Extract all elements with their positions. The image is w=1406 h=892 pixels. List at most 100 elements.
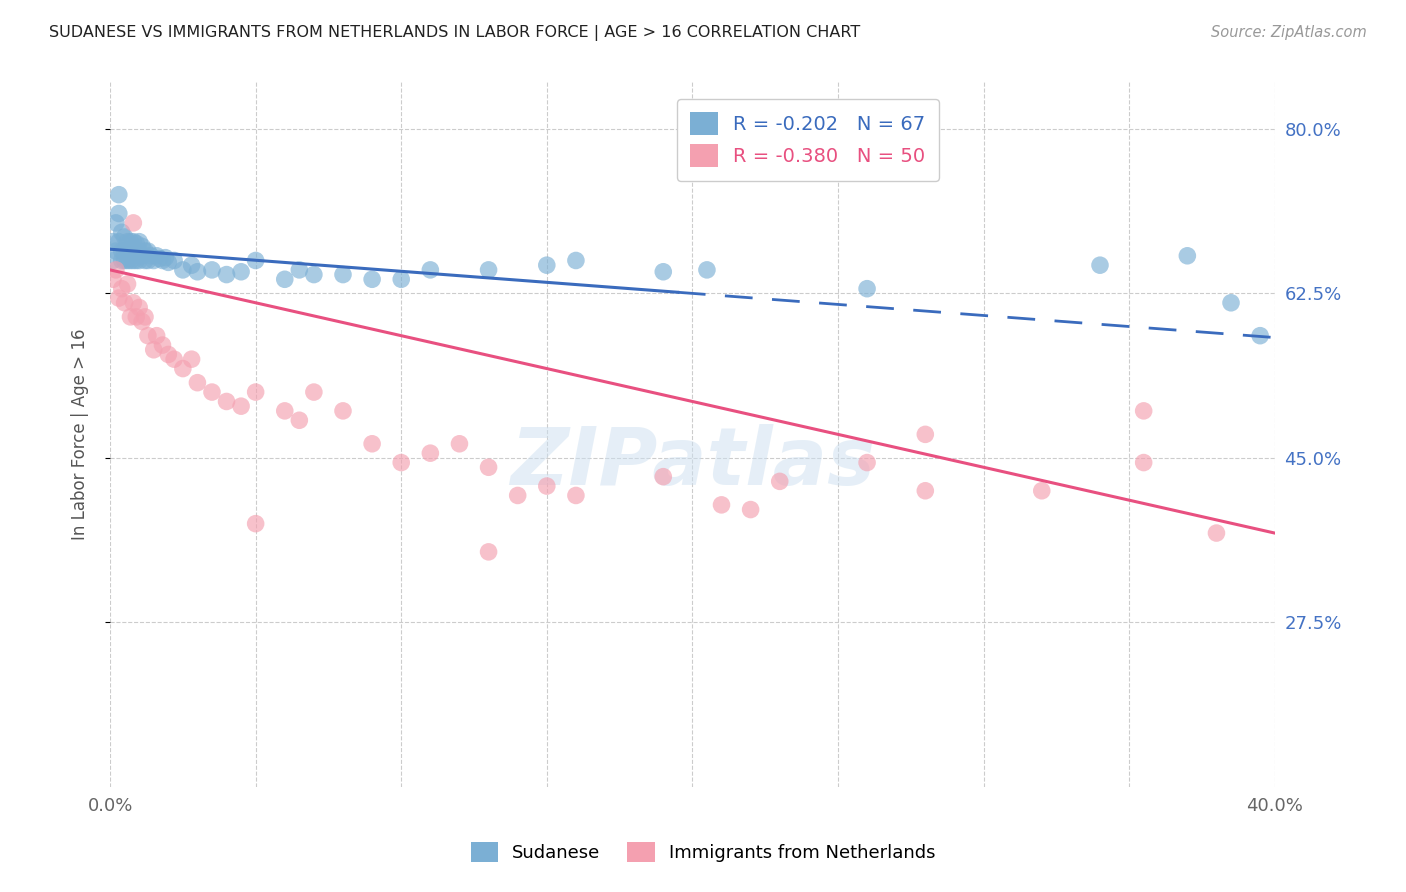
Point: [1031, 483, 1053, 498]
Point: [108, 235, 131, 249]
Point: [1088, 258, 1111, 272]
Point: [229, 265, 252, 279]
Point: [856, 282, 879, 296]
Point: [180, 258, 202, 272]
Point: [104, 216, 127, 230]
Text: SUDANESE VS IMMIGRANTS FROM NETHERLANDS IN LABOR FORCE | AGE > 16 CORRELATION CH: SUDANESE VS IMMIGRANTS FROM NETHERLANDS …: [49, 25, 860, 41]
Point: [449, 436, 471, 450]
Point: [122, 235, 145, 249]
Point: [229, 399, 252, 413]
Point: [134, 310, 156, 324]
Point: [120, 244, 142, 258]
Point: [111, 253, 134, 268]
Point: [914, 483, 936, 498]
Point: [114, 244, 136, 258]
Point: [163, 352, 186, 367]
Point: [114, 295, 136, 310]
Point: [122, 216, 145, 230]
Point: [302, 268, 325, 282]
Point: [419, 446, 441, 460]
Point: [302, 385, 325, 400]
Point: [122, 253, 145, 268]
Point: [1132, 404, 1154, 418]
Point: [134, 253, 156, 268]
Point: [120, 249, 142, 263]
Point: [125, 236, 148, 251]
Point: [131, 249, 153, 263]
Point: [104, 263, 127, 277]
Point: [117, 235, 139, 249]
Point: [288, 263, 311, 277]
Point: [201, 263, 224, 277]
Point: [122, 244, 145, 258]
Point: [163, 253, 186, 268]
Point: [1249, 328, 1271, 343]
Point: [1175, 249, 1198, 263]
Point: [389, 456, 412, 470]
Point: [856, 456, 879, 470]
Point: [152, 338, 174, 352]
Point: [142, 253, 165, 268]
Point: [157, 255, 180, 269]
Point: [128, 235, 150, 249]
Point: [652, 469, 675, 483]
Point: [134, 244, 156, 258]
Point: [131, 315, 153, 329]
Point: [565, 253, 588, 268]
Point: [536, 258, 558, 272]
Point: [332, 404, 354, 418]
Point: [111, 282, 134, 296]
Point: [139, 249, 162, 263]
Point: [506, 488, 529, 502]
Point: [122, 295, 145, 310]
Point: [128, 244, 150, 258]
Point: [710, 498, 733, 512]
Point: [172, 263, 194, 277]
Point: [111, 225, 134, 239]
Point: [104, 244, 127, 258]
Point: [389, 272, 412, 286]
Legend: Sudanese, Immigrants from Netherlands: Sudanese, Immigrants from Netherlands: [464, 834, 942, 870]
Point: [117, 244, 139, 258]
Point: [274, 404, 297, 418]
Point: [274, 272, 297, 286]
Point: [245, 253, 267, 268]
Point: [155, 251, 177, 265]
Point: [108, 291, 131, 305]
Point: [172, 361, 194, 376]
Point: [215, 268, 238, 282]
Point: [215, 394, 238, 409]
Point: [652, 265, 675, 279]
Point: [152, 253, 174, 268]
Point: [180, 352, 202, 367]
Y-axis label: In Labor Force | Age > 16: In Labor Force | Age > 16: [72, 328, 89, 541]
Point: [108, 206, 131, 220]
Point: [136, 244, 159, 258]
Point: [186, 265, 208, 279]
Point: [145, 249, 167, 263]
Point: [477, 263, 499, 277]
Point: [157, 347, 180, 361]
Point: [914, 427, 936, 442]
Point: [740, 502, 762, 516]
Point: [111, 244, 134, 258]
Point: [477, 545, 499, 559]
Point: [101, 272, 124, 286]
Point: [128, 301, 150, 315]
Point: [332, 268, 354, 282]
Point: [769, 475, 792, 489]
Legend: R = -0.202   N = 67, R = -0.380   N = 50: R = -0.202 N = 67, R = -0.380 N = 50: [676, 99, 939, 180]
Point: [101, 235, 124, 249]
Point: [245, 516, 267, 531]
Point: [145, 328, 167, 343]
Point: [1132, 456, 1154, 470]
Point: [245, 385, 267, 400]
Point: [136, 328, 159, 343]
Point: [565, 488, 588, 502]
Point: [131, 239, 153, 253]
Point: [128, 253, 150, 268]
Point: [1205, 526, 1227, 541]
Point: [536, 479, 558, 493]
Text: ZIPatlas: ZIPatlas: [510, 424, 875, 501]
Point: [201, 385, 224, 400]
